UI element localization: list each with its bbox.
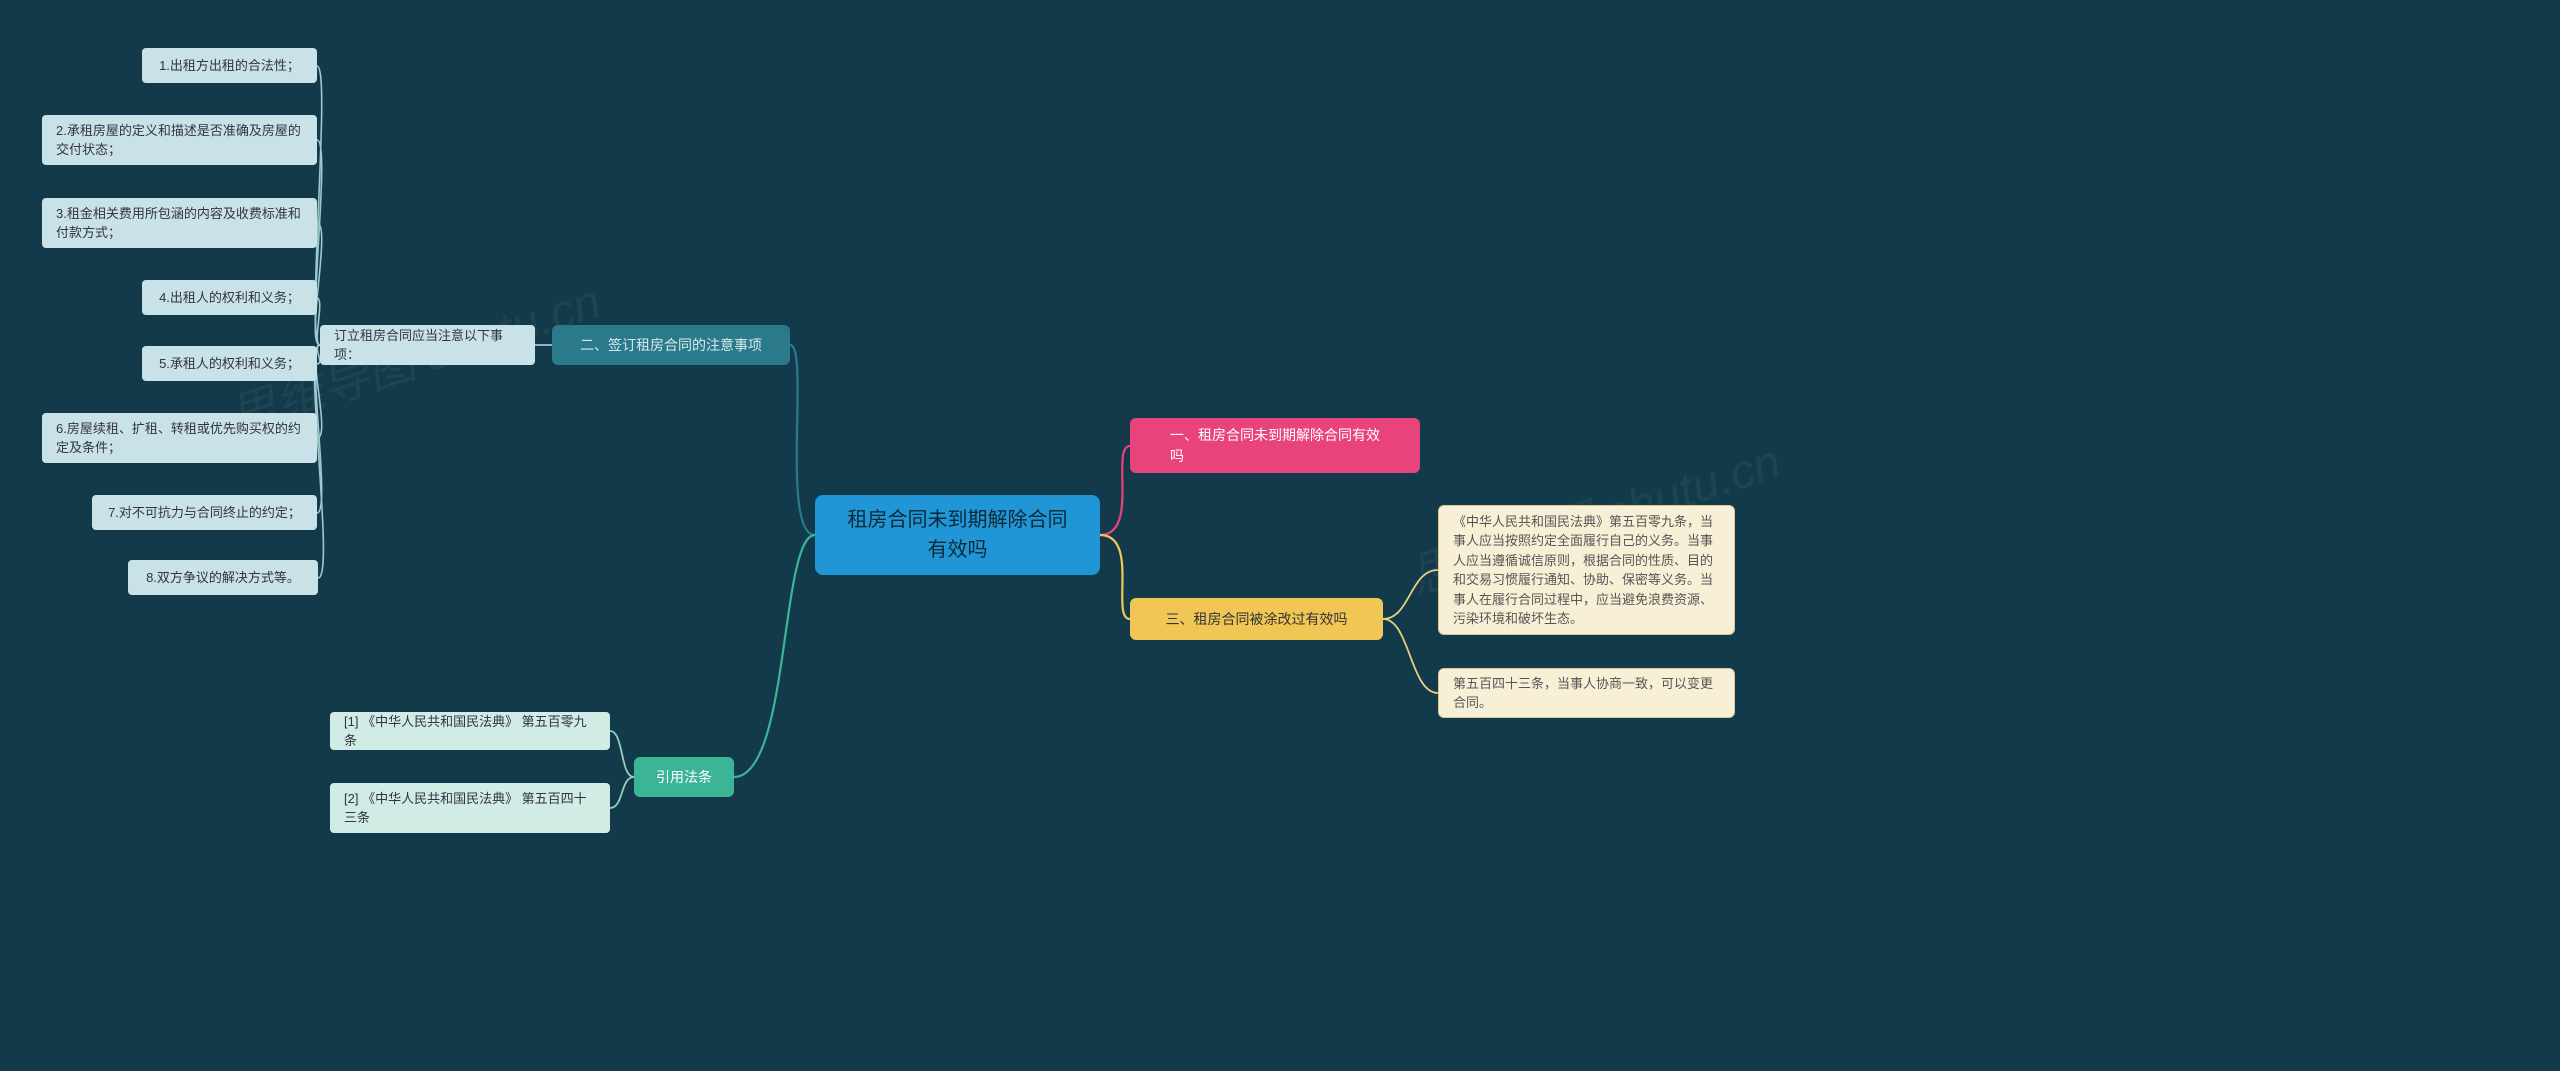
branch-cite-label: 引用法条 <box>656 767 712 788</box>
cite-leaf-1-label: [2] 《中华人民共和国民法典》 第五百四十三条 <box>344 789 596 828</box>
branch-l2-label: 二、签订租房合同的注意事项 <box>580 335 762 356</box>
branch-l2[interactable]: 二、签订租房合同的注意事项 <box>552 325 790 365</box>
l2-sub-label: 订立租房合同应当注意以下事项： <box>334 326 521 365</box>
r3-leaf-0-label: 《中华人民共和国民法典》第五百零九条，当事人应当按照约定全面履行自己的义务。当事… <box>1453 512 1720 629</box>
l2-leaf-6: 7.对不可抗力与合同终止的约定； <box>92 495 317 530</box>
l2-leaf-7: 8.双方争议的解决方式等。 <box>128 560 318 595</box>
branch-r3-label: 三、租房合同被涂改过有效吗 <box>1166 609 1348 630</box>
r3-leaf-1: 第五百四十三条，当事人协商一致，可以变更合同。 <box>1438 668 1735 718</box>
l2-leaf-7-label: 8.双方争议的解决方式等。 <box>146 568 300 588</box>
l2-leaf-2: 3.租金相关费用所包涵的内容及收费标准和付款方式； <box>42 198 317 248</box>
center-node[interactable]: 租房合同未到期解除合同 有效吗 <box>815 495 1100 575</box>
l2-leaf-2-label: 3.租金相关费用所包涵的内容及收费标准和付款方式； <box>56 204 303 243</box>
branch-r3[interactable]: 三、租房合同被涂改过有效吗 <box>1130 598 1383 640</box>
l2-leaf-0: 1.出租方出租的合法性； <box>142 48 317 83</box>
l2-leaf-3: 4.出租人的权利和义务； <box>142 280 317 315</box>
l2-leaf-5: 6.房屋续租、扩租、转租或优先购买权的约定及条件； <box>42 413 317 463</box>
branch-r1[interactable]: 一、租房合同未到期解除合同有效 吗 <box>1130 418 1420 473</box>
cite-leaf-1: [2] 《中华人民共和国民法典》 第五百四十三条 <box>330 783 610 833</box>
connectors <box>0 0 2560 1071</box>
branch-cite[interactable]: 引用法条 <box>634 757 734 797</box>
center-label: 租房合同未到期解除合同 有效吗 <box>848 505 1068 565</box>
r3-leaf-0: 《中华人民共和国民法典》第五百零九条，当事人应当按照约定全面履行自己的义务。当事… <box>1438 505 1735 635</box>
l2-sub: 订立租房合同应当注意以下事项： <box>320 325 535 365</box>
l2-leaf-1-label: 2.承租房屋的定义和描述是否准确及房屋的交付状态； <box>56 121 303 160</box>
l2-leaf-3-label: 4.出租人的权利和义务； <box>159 288 300 308</box>
l2-leaf-4-label: 5.承租人的权利和义务； <box>159 354 300 374</box>
l2-leaf-0-label: 1.出租方出租的合法性； <box>159 56 300 76</box>
l2-leaf-4: 5.承租人的权利和义务； <box>142 346 317 381</box>
branch-r1-label: 一、租房合同未到期解除合同有效 吗 <box>1170 425 1380 467</box>
cite-leaf-0: [1] 《中华人民共和国民法典》 第五百零九条 <box>330 712 610 750</box>
cite-leaf-0-label: [1] 《中华人民共和国民法典》 第五百零九条 <box>344 712 596 751</box>
l2-leaf-6-label: 7.对不可抗力与合同终止的约定； <box>108 503 301 523</box>
l2-leaf-5-label: 6.房屋续租、扩租、转租或优先购买权的约定及条件； <box>56 419 303 458</box>
l2-leaf-1: 2.承租房屋的定义和描述是否准确及房屋的交付状态； <box>42 115 317 165</box>
r3-leaf-1-label: 第五百四十三条，当事人协商一致，可以变更合同。 <box>1453 674 1720 713</box>
